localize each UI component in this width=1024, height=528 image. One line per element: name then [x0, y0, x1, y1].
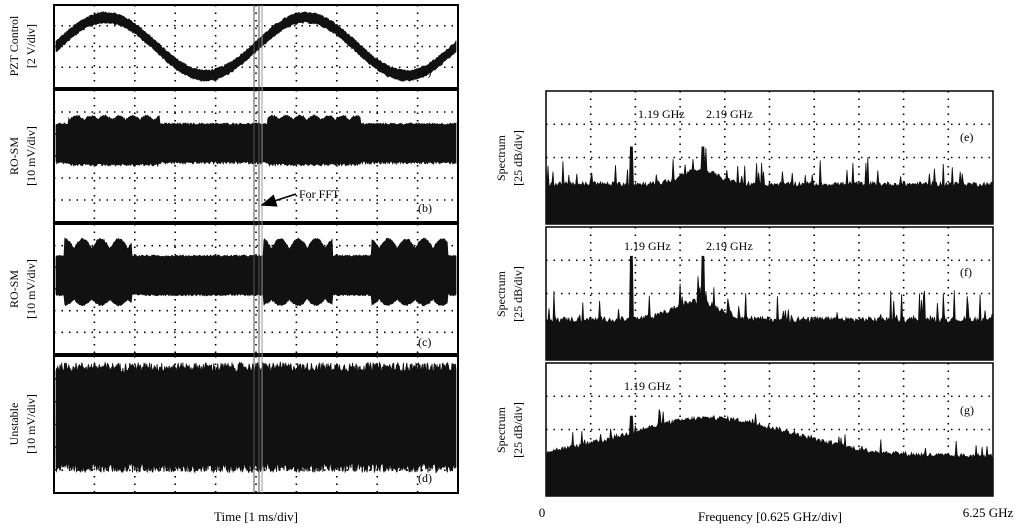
fft-window-lines: [253, 5, 263, 493]
panel-c-ylabel-1: RO-SM: [7, 270, 21, 308]
right-xlabel: Frequency [0.625 GHz/div]: [698, 509, 842, 524]
panel-e: 1.19 GHz 2.19 GHz (e) Spectrum [25 dB/di…: [494, 90, 994, 225]
panel-f: 1.19 GHz 2.19 GHz (f) Spectrum [25 dB/di…: [494, 226, 994, 361]
panel-g-trace: [545, 409, 994, 497]
panel-e-tag: (e): [960, 130, 973, 144]
panel-e-ylabel-2: [25 dB/div]: [511, 130, 525, 186]
panel-g: 1.19 GHz (g) Spectrum [25 dB/div]: [494, 362, 994, 497]
panel-e-peak-1: 1.19 GHz: [638, 107, 685, 121]
panel-f-ylabel-1: Spectrum: [494, 270, 508, 317]
panel-c-tag: (c): [418, 335, 431, 349]
panel-a-ylabel-2: [2 V/div]: [24, 24, 38, 68]
panel-d: (d) Unstable [10 mV/div]: [7, 355, 459, 494]
panel-g-peak-1: 1.19 GHz: [624, 379, 671, 393]
panel-a-tag: (a): [418, 65, 431, 79]
panel-b-ylabel-2: [10 mV/div]: [24, 126, 38, 186]
panel-c-trace: [55, 237, 457, 307]
panel-f-trace: [545, 255, 994, 361]
left-xlabel: Time [1 ms/div]: [214, 509, 298, 524]
panel-d-ylabel-1: Unstable: [7, 403, 21, 446]
right-xtick-start: 0: [539, 505, 546, 520]
panel-b-tag: (b): [418, 201, 432, 215]
panel-a-trace: [55, 10, 457, 83]
panel-d-trace: [55, 361, 457, 474]
panel-b-ylabel-1: RO-SM: [7, 137, 21, 175]
right-xtick-end: 6.25 GHz: [963, 505, 1014, 520]
panel-g-tag: (g): [960, 403, 974, 417]
panel-a-ylabel-1: PZT Control: [7, 15, 21, 76]
panel-a: (a) PZT Control [2 V/div]: [7, 4, 459, 89]
panel-g-ylabel-1: Spectrum: [494, 406, 508, 453]
panel-e-ylabel-1: Spectrum: [494, 134, 508, 181]
fft-annotation: For FFT: [299, 187, 340, 201]
panel-c-ylabel-2: [10 mV/div]: [24, 259, 38, 319]
panel-d-ylabel-2: [10 mV/div]: [24, 394, 38, 454]
panel-e-peak-2: 2.19 GHz: [706, 107, 753, 121]
fft-arrow: [260, 193, 297, 207]
panel-f-peak-2: 2.19 GHz: [706, 239, 753, 253]
panel-b-trace: [55, 114, 457, 168]
panel-f-tag: (f): [960, 265, 972, 279]
panel-f-peak-1: 1.19 GHz: [624, 239, 671, 253]
panel-b: (b) RO-SM [10 mV/div]: [7, 89, 459, 223]
panel-e-trace: [545, 146, 994, 225]
panel-d-tag: (d): [418, 471, 432, 485]
panel-g-ylabel-2: [25 dB/div]: [511, 402, 525, 458]
panel-c: (c) RO-SM [10 mV/div]: [7, 223, 459, 355]
panel-f-ylabel-2: [25 dB/div]: [511, 266, 525, 322]
